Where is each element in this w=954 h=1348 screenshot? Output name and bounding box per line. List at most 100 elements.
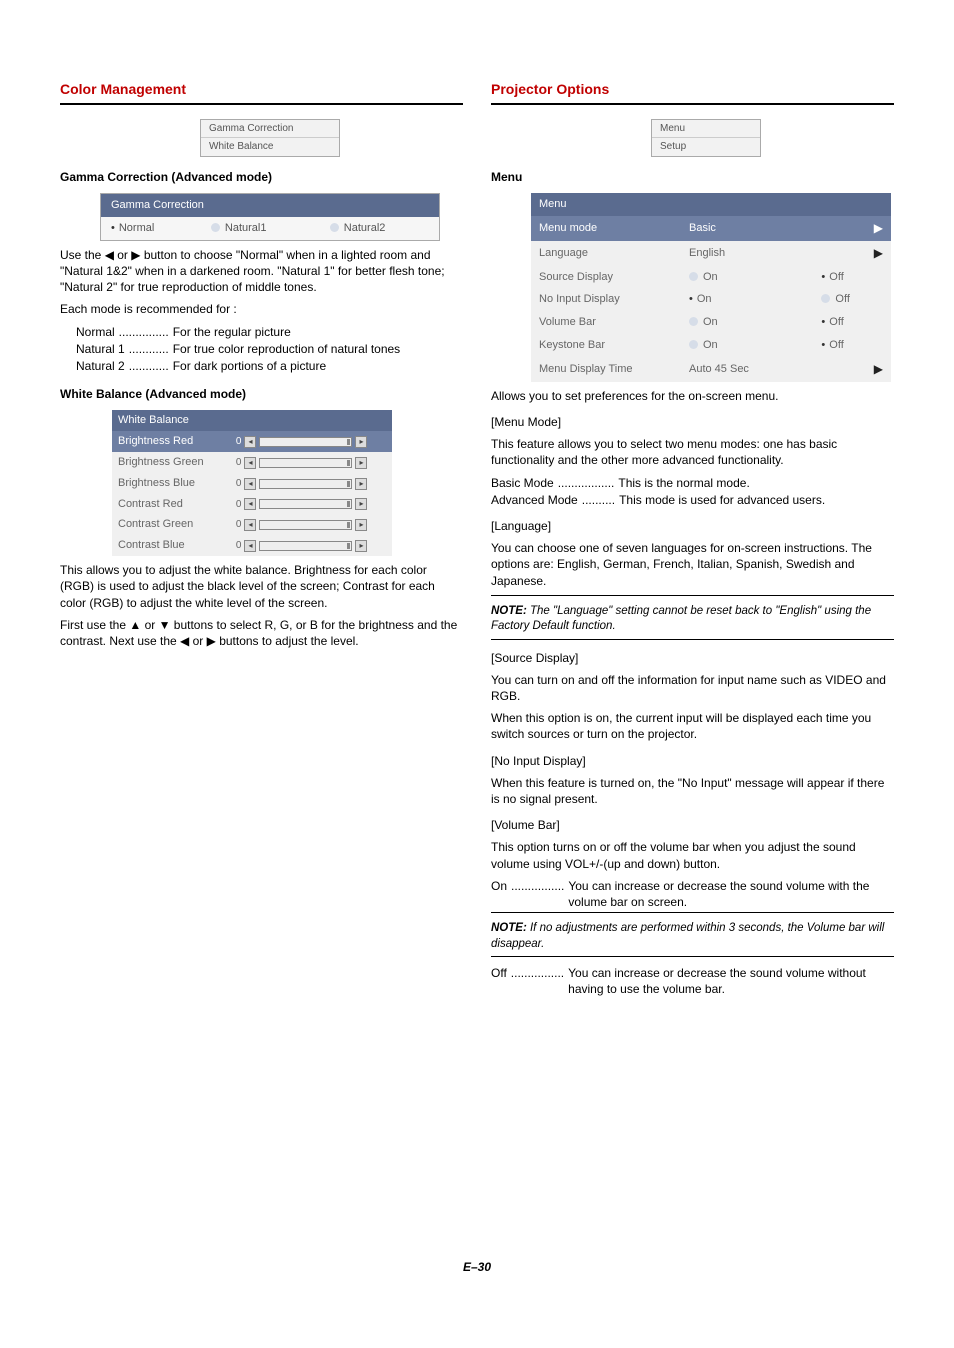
section-title-projector-options: Projector Options xyxy=(491,80,894,99)
menu-row-value: Auto 45 Sec xyxy=(681,357,813,382)
slider[interactable]: 0◂ ▸ xyxy=(227,539,367,553)
slider-left-btn[interactable]: ◂ xyxy=(244,498,256,510)
submenu-item[interactable]: Gamma Correction xyxy=(201,120,339,138)
slider-right-btn[interactable]: ▸ xyxy=(355,519,367,531)
slider-left-btn[interactable]: ◂ xyxy=(244,519,256,531)
submenu-item[interactable]: Menu xyxy=(652,120,760,138)
wb-row[interactable]: Contrast Red0◂▸ xyxy=(112,494,392,515)
no-input-h: [No Input Display] xyxy=(491,753,894,769)
slider[interactable]: 0◂▸ xyxy=(227,477,367,491)
menu-row-label: Volume Bar xyxy=(531,311,681,334)
gamma-table-header: Gamma Correction xyxy=(101,194,440,217)
gamma-defs: Normal...............For the regular pic… xyxy=(76,324,463,375)
menu-table-header: Menu xyxy=(531,193,891,216)
arrow-right-icon[interactable]: ▶ xyxy=(874,221,883,235)
def-text: You can increase or decrease the sound v… xyxy=(568,878,894,910)
wb-row[interactable]: Brightness Green0◂▸ xyxy=(112,452,392,473)
wb-row[interactable]: Brightness Red 0◂ ▸ xyxy=(112,431,392,452)
volume-on-def: On................You can increase or de… xyxy=(491,878,894,910)
menu-row[interactable]: LanguageEnglish▶ xyxy=(531,241,891,266)
source-display-h: [Source Display] xyxy=(491,650,894,666)
divider xyxy=(60,103,463,105)
menu-on-option[interactable]: On xyxy=(681,266,813,289)
menu-row[interactable]: No Input DisplayOnOff xyxy=(531,288,891,311)
slider-value: 0 xyxy=(227,435,241,449)
section-title-color-mgmt: Color Management xyxy=(60,80,463,99)
note-text: If no adjustments are performed within 3… xyxy=(491,922,884,950)
slider[interactable]: 0◂ ▸ xyxy=(227,435,367,449)
def-text: For the regular picture xyxy=(173,324,463,340)
wb-row[interactable]: Contrast Green0◂▸ xyxy=(112,514,392,535)
menu-off-option[interactable]: Off xyxy=(813,266,891,289)
menu-on-option[interactable]: On xyxy=(681,311,813,334)
slider-left-btn[interactable]: ◂ xyxy=(244,478,256,490)
submenu-item[interactable]: Setup xyxy=(652,137,760,156)
menu-row[interactable]: Menu Display TimeAuto 45 Sec▶ xyxy=(531,357,891,382)
menu-off-option[interactable]: Off xyxy=(813,288,891,311)
wb-row[interactable]: Brightness Blue0◂▸ xyxy=(112,473,392,494)
slider-right-btn[interactable]: ▸ xyxy=(355,498,367,510)
slider-right-btn[interactable]: ▸ xyxy=(355,540,367,552)
wb-header: White Balance xyxy=(112,410,392,431)
menu-off-option[interactable]: Off xyxy=(813,311,891,334)
wb-slider-cell: 0◂ ▸ xyxy=(221,431,392,452)
menu-row[interactable]: Menu modeBasic▶ xyxy=(531,216,891,241)
arrow-right-icon[interactable]: ▶ xyxy=(874,246,883,260)
slider-left-btn[interactable]: ◂ xyxy=(244,540,256,552)
menu-mode-h: [Menu Mode] xyxy=(491,414,894,430)
gamma-option-natural2[interactable]: Natural2 xyxy=(330,222,386,234)
note-rule xyxy=(491,595,894,596)
gamma-table: Gamma Correction Normal Natural1 Natural… xyxy=(100,193,440,241)
slider-track[interactable] xyxy=(259,541,352,551)
slider-right-btn[interactable]: ▸ xyxy=(355,436,367,448)
slider-track[interactable] xyxy=(259,437,352,447)
def-label: Natural 1 xyxy=(76,341,125,357)
volume-bar-p: This option turns on or off the volume b… xyxy=(491,839,894,871)
slider-left-btn[interactable]: ◂ xyxy=(244,457,256,469)
gamma-option-normal[interactable]: Normal xyxy=(111,222,154,234)
wb-slider-cell: 0◂▸ xyxy=(221,473,392,494)
menu-on-option[interactable]: On xyxy=(681,334,813,357)
slider[interactable]: 0◂▸ xyxy=(227,518,367,532)
page-number: E–30 xyxy=(60,1259,894,1275)
wb-row[interactable]: Contrast Blue 0◂ ▸ xyxy=(112,535,392,556)
wb-heading: White Balance (Advanced mode) xyxy=(60,386,463,402)
menu-row[interactable]: Volume BarOnOff xyxy=(531,311,891,334)
slider-track[interactable] xyxy=(259,520,352,530)
submenu-item[interactable]: White Balance xyxy=(201,137,339,156)
def-label: On xyxy=(491,878,507,910)
menu-row[interactable]: Source DisplayOnOff xyxy=(531,266,891,289)
arrow-right-icon[interactable]: ▶ xyxy=(874,362,883,376)
slider-left-btn[interactable]: ◂ xyxy=(244,436,256,448)
def-text: This mode is used for advanced users. xyxy=(619,492,894,508)
def-dots: ................ xyxy=(507,878,568,910)
slider-right-btn[interactable]: ▸ xyxy=(355,457,367,469)
menu-on-option[interactable]: On xyxy=(681,288,813,311)
slider-track[interactable] xyxy=(259,458,352,468)
slider-value: 0 xyxy=(227,456,241,470)
wb-row-label: Brightness Red xyxy=(112,431,221,452)
def-label: Off xyxy=(491,965,507,997)
wb-slider-cell: 0◂▸ xyxy=(221,494,392,515)
divider xyxy=(491,103,894,105)
menu-heading: Menu xyxy=(491,169,894,185)
slider[interactable]: 0◂▸ xyxy=(227,498,367,512)
slider[interactable]: 0◂ ▸ xyxy=(227,456,367,470)
def-text: For true color reproduction of natural t… xyxy=(173,341,463,357)
gamma-heading: Gamma Correction (Advanced mode) xyxy=(60,169,463,185)
gamma-option-natural1[interactable]: Natural1 xyxy=(211,222,267,234)
def-label: Advanced Mode xyxy=(491,492,578,508)
menu-row[interactable]: Keystone BarOnOff xyxy=(531,334,891,357)
projector-options-submenu: Menu Setup xyxy=(651,119,761,157)
def-dots: ............ xyxy=(125,341,173,357)
menu-table: Menu Menu modeBasic▶LanguageEnglish▶Sour… xyxy=(531,193,891,382)
volume-note: NOTE: If no adjustments are performed wi… xyxy=(491,921,894,952)
slider-track[interactable] xyxy=(259,499,352,509)
slider-value: 0 xyxy=(227,539,241,553)
wb-row-label: Contrast Blue xyxy=(112,535,221,556)
note-text: The "Language" setting cannot be reset b… xyxy=(491,605,871,633)
gamma-desc: Use the ◀ or ▶ button to choose "Normal"… xyxy=(60,247,463,296)
slider-track[interactable] xyxy=(259,479,352,489)
slider-right-btn[interactable]: ▸ xyxy=(355,478,367,490)
menu-off-option[interactable]: Off xyxy=(813,334,891,357)
